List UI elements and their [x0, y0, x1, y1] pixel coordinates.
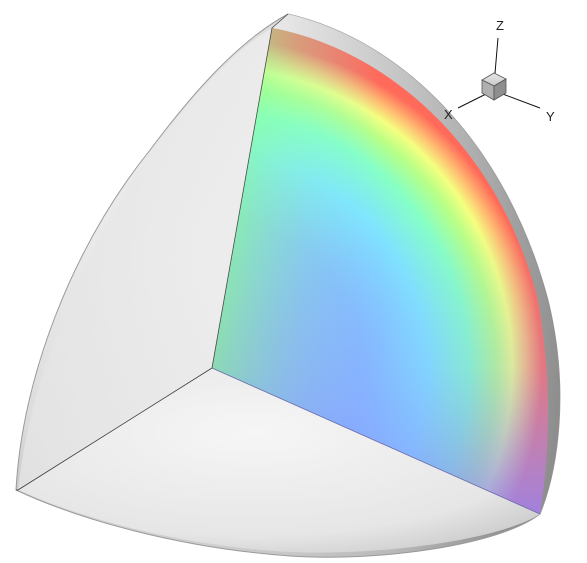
triad-cube-right — [493, 78, 507, 101]
contour-face-tint-bottom — [212, 28, 548, 514]
z-axis-label: Z — [496, 18, 504, 33]
left-cut-wall — [18, 28, 272, 490]
floor-cut-plane — [18, 368, 540, 553]
y-axis-label: Y — [546, 109, 555, 124]
edge-right-floor — [211, 367, 541, 515]
y-axis-line — [499, 92, 541, 109]
edge-top — [271, 13, 289, 29]
axis-triad: Z X Y — [444, 18, 555, 124]
edge-left-floor — [17, 367, 213, 491]
x-axis-label: X — [444, 107, 453, 122]
edge-vertical — [211, 27, 273, 369]
